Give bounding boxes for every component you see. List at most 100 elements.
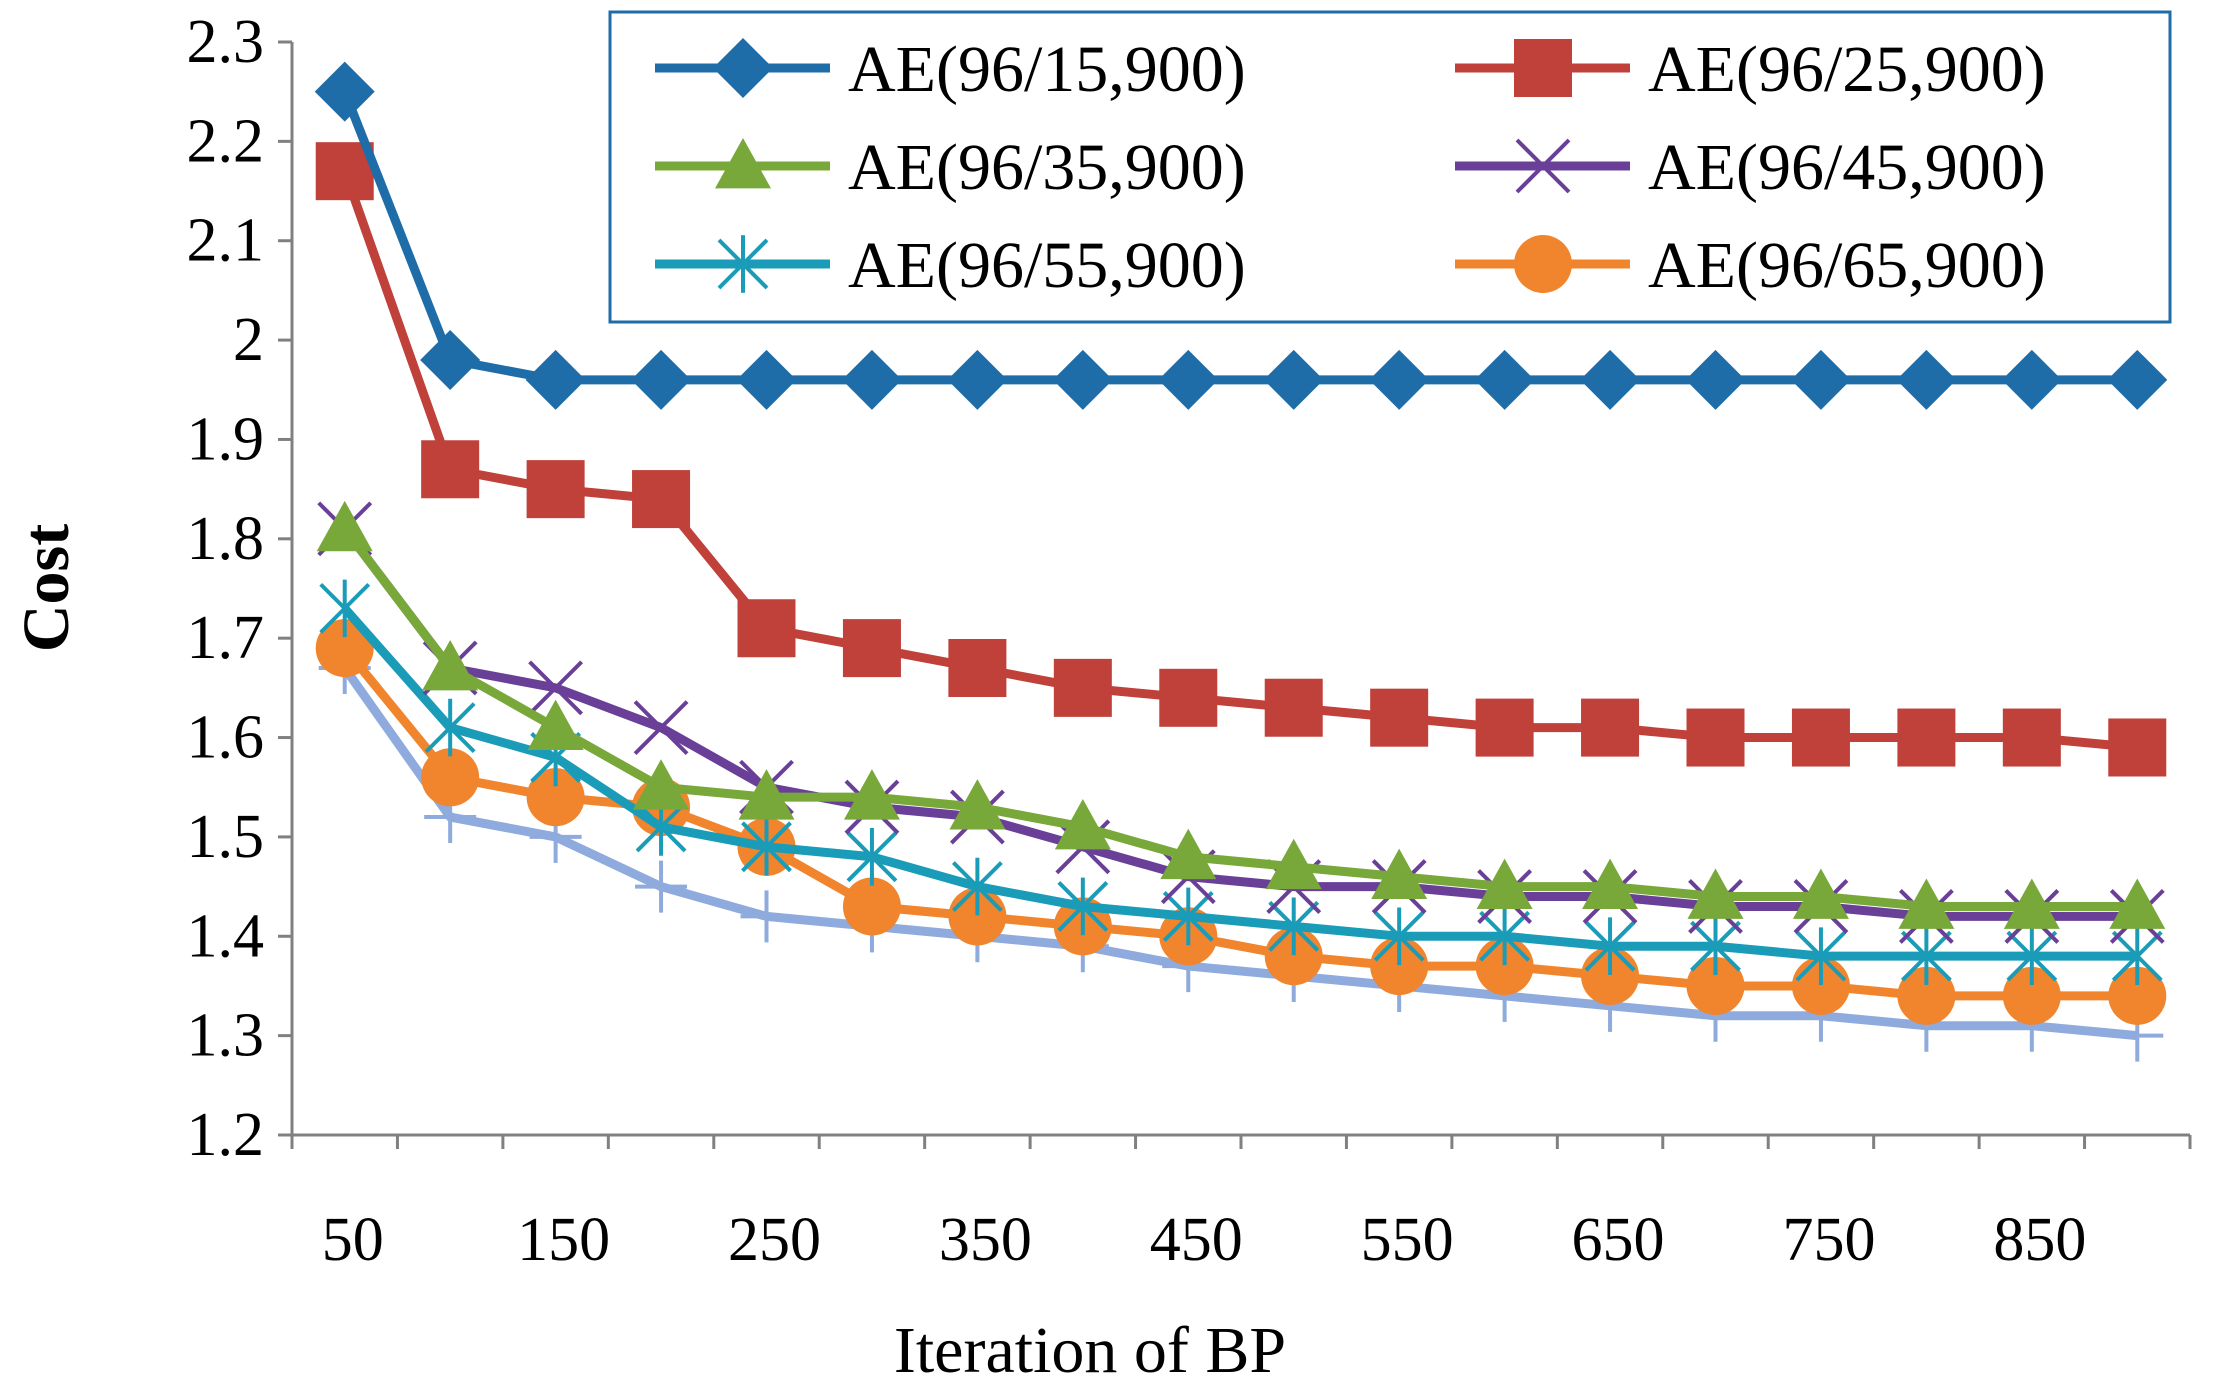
data-point <box>2002 708 2061 767</box>
data-point <box>1268 897 1320 956</box>
data-point <box>1373 907 1425 966</box>
data-point <box>420 329 481 390</box>
data-point <box>2001 349 2062 410</box>
data-point <box>1160 828 1217 880</box>
data-point <box>1474 349 1535 410</box>
legend: AE(96/15,900) AE(96/25,900) AE(96/35,900) A… <box>608 10 2172 324</box>
data-point <box>1052 349 1113 410</box>
series-line <box>341 665 2138 1041</box>
data-point <box>2108 718 2167 777</box>
data-point <box>1686 956 1745 1015</box>
data-point <box>1263 349 1324 410</box>
data-point <box>947 349 1008 410</box>
data-point <box>1584 917 1636 976</box>
data-point <box>1897 966 1956 1025</box>
data-point <box>1053 658 1112 717</box>
data-point <box>1897 708 1956 767</box>
y-tick-label: 1.7 <box>187 604 265 672</box>
x-tick-label: 850 <box>1993 1206 2086 1274</box>
data-point <box>1162 887 1214 946</box>
data-point <box>2002 966 2061 1025</box>
data-point <box>632 470 691 529</box>
data-point <box>424 698 476 757</box>
data-point <box>1476 858 1533 909</box>
axes: 1.2 1.3 1.4 1.5 1.6 1.7 1.8 1.9 2 2.1 2.2 2.3 50 150 2… <box>187 8 2192 1274</box>
x-tick-label: 550 <box>1361 1206 1454 1274</box>
data-point <box>1690 917 1741 976</box>
legend-label: AE(96/25,900) <box>1648 33 2046 106</box>
data-point <box>846 827 898 886</box>
legend-label: AE(96/15,900) <box>848 33 1246 106</box>
x-tick-label: 450 <box>1150 1206 1243 1274</box>
data-point <box>528 660 584 716</box>
x-tick-label: 750 <box>1782 1206 1875 1274</box>
legend-box <box>608 10 2172 324</box>
y-tick-label: 1.4 <box>187 902 265 970</box>
data-point <box>842 619 901 678</box>
legend-item: AE(96/25,900) <box>1455 33 2046 106</box>
data-point <box>1057 877 1109 936</box>
y-tick-label: 1.5 <box>187 803 265 871</box>
legend-marker <box>715 138 771 189</box>
data-point <box>527 699 584 751</box>
legend-item: AE(96/65,900) <box>1455 229 2046 302</box>
data-point <box>421 440 480 499</box>
data-point <box>316 500 373 552</box>
y-tick-label: 2.2 <box>187 107 265 175</box>
data-point <box>1159 668 1218 727</box>
data-point <box>319 579 371 638</box>
data-point <box>2107 349 2168 410</box>
y-axis-title: Cost <box>10 524 83 652</box>
legend-label: AE(96/55,900) <box>848 229 1246 302</box>
series-baseline <box>318 641 2164 1062</box>
data-point <box>1687 868 1744 919</box>
data-point <box>951 857 1003 916</box>
legend-item: AE(96/15,900) <box>655 33 1246 106</box>
data-point <box>2108 966 2167 1025</box>
data-point <box>1685 349 1746 410</box>
legend-marker <box>1514 235 1572 293</box>
data-point <box>741 818 792 876</box>
data-point <box>740 890 793 943</box>
data-point <box>421 748 480 807</box>
series-ae-96-65-900 <box>315 619 2167 1025</box>
legend-label: AE(96/35,900) <box>848 131 1246 204</box>
data-point <box>1790 349 1851 410</box>
legend-label: AE(96/45,900) <box>1648 131 2046 204</box>
data-point <box>633 700 689 756</box>
data-point <box>1580 349 1641 410</box>
series-ae-96-45-900 <box>317 501 2165 944</box>
legend-item: AE(96/45,900) <box>1455 131 2046 204</box>
x-tick-label: 150 <box>517 1206 610 1274</box>
series-line <box>341 526 2138 911</box>
data-point <box>737 599 796 658</box>
data-point <box>1792 868 1849 919</box>
y-tick-label: 1.6 <box>187 704 265 772</box>
data-point <box>314 61 375 122</box>
data-point <box>738 769 795 820</box>
data-point <box>635 860 688 913</box>
x-axis-title: Iteration of BP <box>894 1314 1286 1387</box>
series-ae-96-25-900 <box>315 142 2167 777</box>
series-ae-96-35-900 <box>316 500 2166 929</box>
x-tick-label: 250 <box>728 1206 821 1274</box>
data-point <box>1582 858 1639 909</box>
legend-marker <box>1514 39 1572 97</box>
x-tick-label: 350 <box>939 1206 1032 1274</box>
series-layer <box>314 61 2168 1062</box>
data-point <box>633 759 690 810</box>
y-tick-label: 1.9 <box>187 405 265 473</box>
data-point <box>1370 688 1429 747</box>
y-tick-label: 1.3 <box>187 1002 265 1070</box>
series-line <box>341 605 2138 961</box>
series-ae-96-15-900 <box>314 61 2168 410</box>
legend-label: AE(96/65,900) <box>1648 229 2046 302</box>
y-tick-label: 2.3 <box>187 8 265 76</box>
legend-marker <box>713 38 773 98</box>
data-point <box>525 349 586 410</box>
data-point <box>1795 927 1847 985</box>
data-point <box>842 877 901 936</box>
legend-marker <box>717 235 769 293</box>
legend-item: AE(96/55,900) <box>655 229 1246 302</box>
